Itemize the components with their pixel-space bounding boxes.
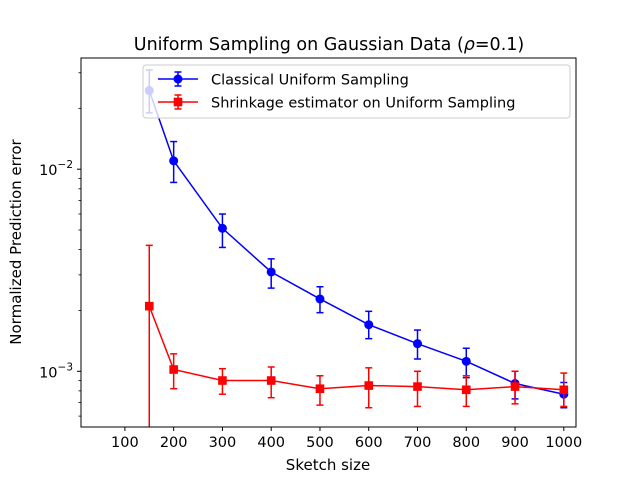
- data-point: [218, 376, 227, 385]
- x-tick-label: 800: [452, 435, 480, 451]
- data-point: [510, 382, 520, 391]
- x-tick-label: 200: [160, 435, 188, 451]
- data-point: [413, 382, 422, 391]
- data-point: [217, 223, 227, 233]
- x-tick-label: 400: [257, 435, 285, 451]
- series-line: [148, 305, 564, 391]
- legend: Classical Uniform Sampling Shrinkage esti…: [142, 64, 571, 119]
- plot-area: [144, 69, 569, 427]
- x-tick-label: 100: [111, 435, 139, 451]
- data-point: [315, 384, 325, 393]
- legend-entry: Classical Uniform Sampling: [158, 71, 409, 89]
- data-point: [461, 356, 471, 366]
- series-line: [148, 90, 564, 395]
- x-tick-label: 300: [209, 435, 237, 451]
- legend-label: Classical Uniform Sampling: [211, 73, 409, 89]
- legend-label: Shrinkage estimator on Uniform Sampling: [211, 96, 515, 112]
- plot-frame: [80, 57, 577, 428]
- data-point: [364, 320, 374, 330]
- x-tick-label: 600: [355, 435, 383, 451]
- data-point: [169, 156, 179, 166]
- series-shrinkage: [144, 244, 569, 427]
- data-point: [315, 294, 325, 304]
- x-tick-label: 900: [501, 435, 529, 451]
- legend-marker: [173, 97, 183, 107]
- x-axis-label: Sketch size: [286, 456, 370, 474]
- y-axis-label: Normalized Prediction error: [7, 138, 25, 344]
- data-point: [266, 267, 276, 277]
- data-point: [144, 301, 154, 311]
- x-tick-label: 1000: [545, 435, 582, 451]
- legend-box: [142, 64, 571, 119]
- x-axis: 100 200 300 400 500 600 700 800 900 1000: [111, 427, 582, 451]
- y-tick-label: 10−2: [39, 159, 73, 179]
- data-point: [461, 385, 471, 395]
- data-point: [364, 381, 374, 390]
- y-tick-label: 10−3: [39, 361, 73, 381]
- legend-entry: Shrinkage estimator on Uniform Sampling: [158, 94, 515, 112]
- data-point: [169, 365, 178, 374]
- chart-title: Uniform Sampling on Gaussian Data (ρ=0.1…: [134, 35, 524, 55]
- x-tick-label: 500: [306, 435, 334, 451]
- data-point: [266, 376, 276, 385]
- series-classical-uniform: [144, 69, 569, 409]
- y-axis: 10−2 10−3: [39, 72, 81, 417]
- legend-marker: [173, 74, 183, 84]
- data-point: [413, 339, 423, 349]
- x-tick-label: 700: [404, 435, 432, 451]
- data-point: [559, 385, 569, 395]
